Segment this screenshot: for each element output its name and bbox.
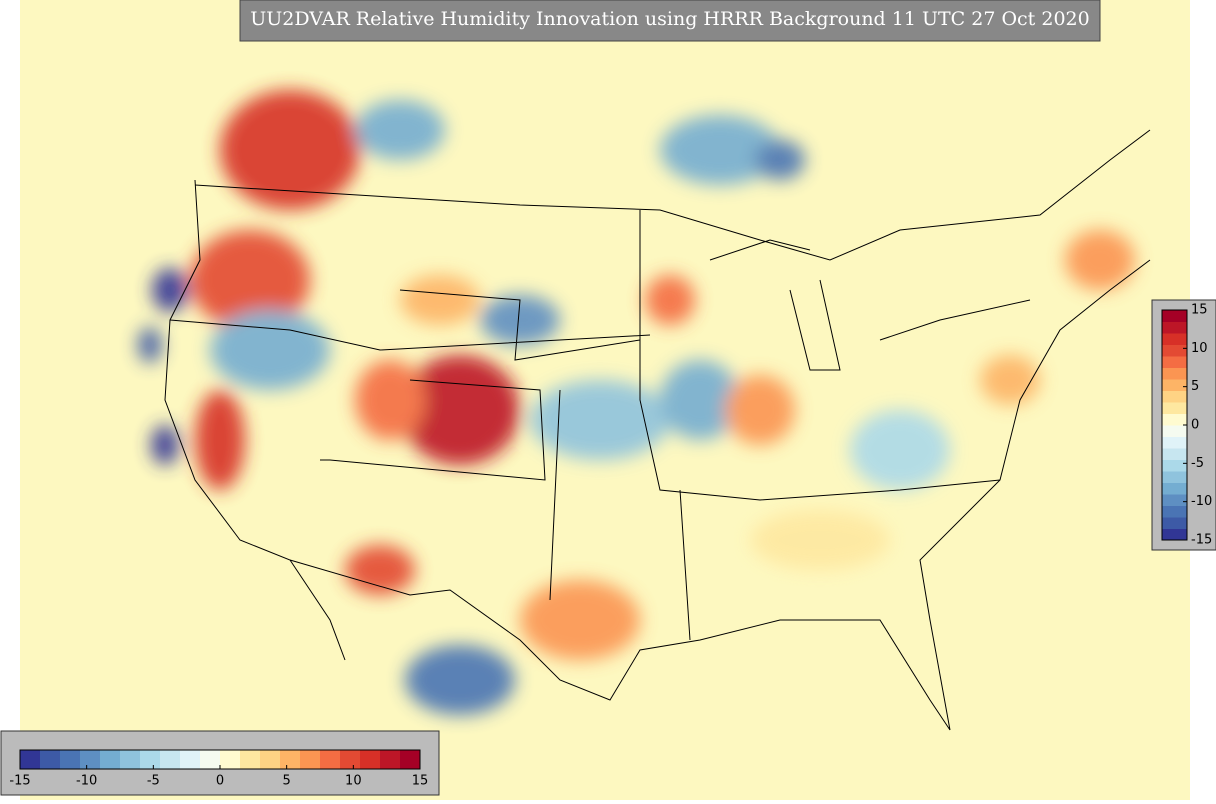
- colorbar-segment: [1162, 505, 1187, 518]
- colorbar-segment: [300, 750, 321, 769]
- colorbar-segment: [1162, 356, 1187, 368]
- colorbar-tick-label: -15: [9, 774, 30, 789]
- colorbar-segment: [380, 750, 401, 769]
- colorbar-segment: [320, 750, 341, 769]
- colorbar-segment: [200, 750, 221, 769]
- colorbar-tick-label: -10: [1191, 494, 1212, 509]
- colorbar-segment: [1162, 333, 1187, 345]
- innovation-field: [138, 90, 1135, 715]
- colorbar-segment: [100, 750, 121, 769]
- colorbar-segment: [400, 750, 421, 769]
- colorbar-segment: [1162, 402, 1187, 414]
- colorbar-segment: [1162, 448, 1187, 460]
- map-title: UU2DVAR Relative Humidity Innovation usi…: [250, 8, 1089, 30]
- colorbar-tick-label: -5: [1191, 456, 1204, 471]
- colorbar-segment: [1162, 425, 1187, 437]
- colorbar-segment: [120, 750, 141, 769]
- colorbar-tick-label: 15: [412, 774, 429, 789]
- colorbar-tick-label: 5: [1191, 379, 1199, 394]
- map-field: [20, 0, 1190, 800]
- colorbar-segment: [1162, 517, 1187, 529]
- great-lakes: [709, 239, 1031, 371]
- colorbar-segment: [1162, 310, 1187, 322]
- south-east-coast: [289, 259, 1151, 731]
- colorbar-tick-label: 0: [1191, 418, 1199, 433]
- colorbar-segment: [360, 750, 381, 769]
- map-borders: [164, 129, 1151, 731]
- colorbar-segment: [180, 750, 201, 769]
- colorbar-segment: [1162, 494, 1187, 506]
- colorbar-tick-label: 10: [1191, 341, 1208, 356]
- colorbar-tick-label: 15: [1191, 303, 1208, 318]
- colorbar-segment: [1162, 413, 1187, 426]
- colorbar-segment: [280, 750, 301, 769]
- colorbar-segment: [240, 750, 261, 769]
- colorbar-segment: [1162, 436, 1187, 449]
- colorbar-tick-label: -5: [147, 774, 160, 789]
- northern-border: [194, 129, 1151, 261]
- colorbar-segment: [220, 750, 241, 769]
- colorbar-segment: [1162, 528, 1187, 541]
- colorbar-segment: [1162, 482, 1187, 495]
- colorbar-segment: [1162, 379, 1187, 391]
- colorbar-segment: [1162, 344, 1187, 357]
- colorbar-tick-label: 5: [283, 774, 291, 789]
- colorbar-segment: [140, 750, 161, 769]
- colorbar-segment: [1162, 471, 1187, 483]
- colorbar-segment: [1162, 459, 1187, 472]
- colorbar-tick-label: 0: [216, 774, 224, 789]
- colorbar-segment: [1162, 390, 1187, 403]
- colorbar-tick-label: 10: [345, 774, 362, 789]
- colorbar-segment: [160, 750, 181, 769]
- colorbar-segment: [1162, 321, 1187, 334]
- colorbar-segment: [340, 750, 361, 769]
- colorbar-segment: [1162, 367, 1187, 380]
- state-borders: [169, 210, 1001, 641]
- title-box: [239, 0, 1101, 42]
- colorbar-tick-label: -15: [1191, 533, 1212, 548]
- colorbar-segment: [20, 750, 41, 769]
- west-coast: [164, 179, 346, 661]
- colorbar-segment: [80, 750, 101, 769]
- colorbar-segment: [260, 750, 281, 769]
- colorbar-segment: [60, 750, 81, 769]
- colorbar-tick-label: -10: [76, 774, 97, 789]
- colorbar-segment: [40, 750, 61, 769]
